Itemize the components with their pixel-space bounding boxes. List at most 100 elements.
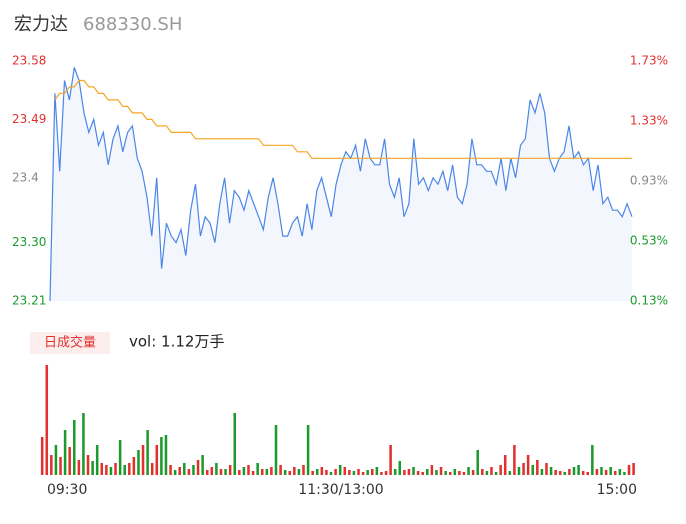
- volume-bar: [329, 472, 333, 475]
- volume-bar: [398, 461, 402, 475]
- volume-bar: [416, 471, 420, 475]
- volume-bar: [485, 471, 489, 475]
- volume-bar: [68, 447, 71, 475]
- volume-bar: [471, 470, 475, 475]
- volume-bar: [531, 465, 534, 475]
- volume-bar: [568, 469, 571, 475]
- volume-bar: [118, 440, 122, 475]
- stock-name: 宏力达: [14, 14, 68, 35]
- volume-bar: [242, 467, 246, 475]
- volume-bar: [458, 471, 461, 475]
- volume-bar: [270, 467, 273, 475]
- volume-bar: [536, 460, 539, 475]
- price-line: [49, 67, 633, 302]
- volume-bar: [627, 465, 631, 475]
- volume-bar: [572, 467, 576, 475]
- volume-bar: [128, 463, 131, 475]
- volume-bar: [260, 469, 264, 475]
- volume-bar: [279, 465, 282, 475]
- volume-bar: [210, 467, 214, 475]
- volume-bar: [95, 445, 99, 475]
- volume-bar: [205, 470, 209, 475]
- volume-bar: [233, 413, 236, 475]
- volume-bar: [306, 425, 310, 475]
- y2-tick-label: 1.73%: [630, 54, 668, 68]
- x-tick-label: 09:30: [47, 482, 87, 498]
- volume-bar: [50, 455, 53, 475]
- volume-bar: [366, 470, 369, 475]
- volume-bar: [513, 445, 516, 475]
- volume-bar: [274, 425, 278, 475]
- volume-bar: [302, 465, 305, 475]
- volume-bar: [421, 472, 424, 475]
- volume-bar: [426, 469, 429, 475]
- volume-bar: [581, 471, 585, 475]
- volume-bar: [228, 465, 232, 475]
- volume-bar: [403, 470, 406, 475]
- volume-bar: [132, 457, 136, 475]
- volume-bar: [444, 471, 447, 475]
- average-line: [54, 79, 632, 159]
- volume-bar: [224, 469, 227, 475]
- volume-bar: [549, 467, 553, 475]
- volume-bar: [238, 470, 241, 475]
- volume-title: 日成交量: [44, 335, 96, 351]
- volume-bar: [63, 430, 67, 475]
- volume-bar: [137, 450, 140, 475]
- volume-bar: [375, 467, 379, 475]
- volume-bar: [141, 445, 145, 475]
- volume-bar: [439, 467, 443, 475]
- volume-bar: [371, 469, 374, 475]
- volume-bar: [109, 467, 113, 475]
- volume-bar: [554, 470, 557, 475]
- volume-bar: [563, 472, 567, 475]
- volume-bar: [265, 469, 269, 475]
- volume-bar: [343, 467, 347, 475]
- volume-bar: [215, 463, 218, 475]
- y2-tick-label: 0.13%: [630, 294, 668, 308]
- price-area: [50, 67, 632, 301]
- volume-bar: [160, 437, 163, 475]
- volume-annotation: vol: 1.12万手: [129, 333, 224, 351]
- y-tick-label: 23.49: [12, 112, 46, 126]
- volume-bar: [407, 469, 411, 475]
- volume-bar: [123, 465, 126, 475]
- volume-bar: [430, 465, 434, 475]
- volume-bar: [508, 471, 512, 475]
- volume-bar: [73, 420, 76, 475]
- volume-bar: [462, 472, 466, 475]
- volume-bar: [435, 470, 438, 475]
- x-tick-label: 15:00: [597, 482, 637, 498]
- volume-bar: [618, 469, 622, 475]
- volume-bar: [361, 472, 365, 475]
- volume-bar: [100, 463, 104, 475]
- volume-bar: [114, 463, 117, 475]
- volume-badge: [30, 332, 110, 354]
- volume-bar: [173, 470, 177, 475]
- volume-bar: [632, 463, 635, 475]
- volume-bar: [201, 455, 204, 475]
- volume-bar: [251, 471, 255, 475]
- volume-bar: [146, 430, 149, 475]
- volume-bar: [91, 461, 94, 475]
- volume-bar: [288, 471, 292, 475]
- volume-bar: [517, 467, 521, 475]
- y-tick-label: 23.58: [12, 54, 46, 68]
- volume-bar: [545, 463, 548, 475]
- stock-code: 688330.SH: [83, 14, 182, 35]
- volume-bar: [357, 469, 360, 475]
- volume-bar: [192, 465, 195, 475]
- volume-bar: [600, 467, 603, 475]
- volume-bar: [178, 467, 181, 475]
- volume-bar: [476, 450, 479, 475]
- volume-bar: [352, 471, 356, 475]
- volume-bar: [247, 465, 250, 475]
- volume-bar: [164, 435, 168, 475]
- volume-bar: [196, 460, 200, 475]
- volume-bar: [453, 469, 457, 475]
- volume-bar: [334, 469, 337, 475]
- volume-bar: [82, 413, 85, 475]
- volume-bar: [54, 445, 58, 475]
- volume-bar: [297, 469, 301, 475]
